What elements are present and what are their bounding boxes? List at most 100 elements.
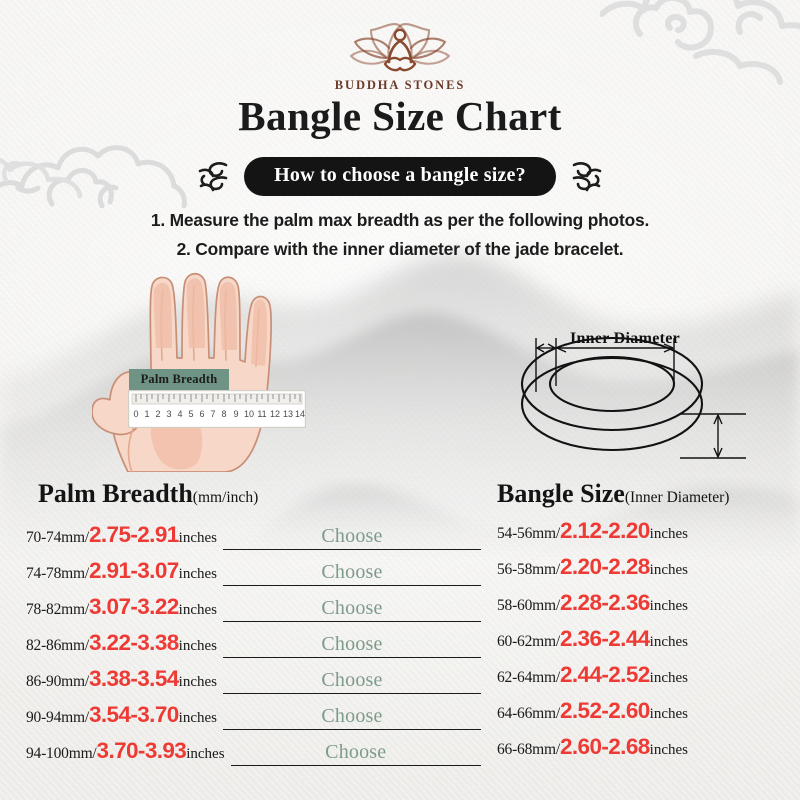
size-cell: 94-100mm/3.70-3.93 inches — [26, 738, 225, 763]
millimeter-range: 60-62mm/ — [497, 633, 560, 650]
choose-option-field[interactable]: Choose — [223, 520, 481, 550]
size-cell: 66-68mm/2.60-2.68 inches — [497, 734, 688, 759]
table-row[interactable]: 90-94mm/3.54-3.70 inches Choose — [26, 700, 481, 736]
inch-unit-label: inches — [178, 674, 217, 690]
how-to-choose-banner: How to choose a bangle size? — [0, 157, 800, 196]
inch-range-value: 2.36-2.44 — [559, 626, 650, 651]
table-row[interactable]: 70-74mm/2.75-2.91 inches Choose — [26, 520, 481, 556]
millimeter-range: 94-100mm/ — [26, 745, 97, 762]
table-row[interactable]: 78-82mm/3.07-3.22 inches Choose — [26, 592, 481, 628]
svg-text:12: 12 — [270, 409, 280, 419]
inch-unit-label: inches — [178, 602, 217, 618]
inch-range-value: 2.20-2.28 — [559, 554, 650, 579]
svg-text:7: 7 — [210, 409, 215, 419]
instruction-line-1: 1. Measure the palm max breadth as per t… — [150, 210, 650, 230]
palm-breadth-heading-unit: (mm/inch) — [192, 489, 259, 506]
size-cell: 58-60mm/2.28-2.36 inches — [497, 590, 688, 615]
choose-option-field[interactable]: Choose — [223, 628, 481, 658]
svg-text:10: 10 — [244, 409, 254, 419]
millimeter-range: 70-74mm/ — [26, 529, 89, 546]
table-row: 56-58mm/2.20-2.28 inches — [497, 554, 787, 592]
table-row[interactable]: 74-78mm/2.91-3.07 inches Choose — [26, 556, 481, 592]
inch-unit-label: inches — [649, 562, 688, 578]
inch-unit-label: inches — [649, 670, 688, 686]
millimeter-range: 56-58mm/ — [497, 561, 560, 578]
inch-range-value: 3.70-3.93 — [96, 738, 187, 763]
svg-text:5: 5 — [188, 409, 193, 419]
inch-unit-label: inches — [186, 746, 225, 762]
size-cell: 70-74mm/2.75-2.91 inches — [26, 522, 217, 547]
svg-text:11: 11 — [257, 409, 266, 419]
millimeter-range: 82-86mm/ — [26, 637, 89, 654]
bangle-size-heading-title: Bangle Size — [497, 479, 625, 508]
choose-option-field[interactable]: Choose — [223, 664, 481, 694]
inch-unit-label: inches — [178, 566, 217, 582]
inch-range-value: 3.22-3.38 — [88, 630, 179, 655]
inch-range-value: 2.12-2.20 — [559, 518, 650, 543]
millimeter-range: 62-64mm/ — [497, 669, 560, 686]
table-row: 54-56mm/2.12-2.20 inches — [497, 518, 787, 556]
palm-breadth-heading-title: Palm Breadth — [38, 479, 193, 508]
inch-unit-label: inches — [649, 634, 688, 650]
svg-text:8: 8 — [221, 409, 226, 419]
table-row[interactable]: 86-90mm/3.38-3.54 inches Choose — [26, 664, 481, 700]
choose-option-field[interactable]: Choose — [223, 592, 481, 622]
table-row: 66-68mm/2.60-2.68 inches — [497, 734, 787, 772]
svg-text:4: 4 — [177, 409, 182, 419]
svg-text:2: 2 — [155, 409, 160, 419]
instruction-line-2: 2. Compare with the inner diameter of th… — [176, 238, 624, 259]
millimeter-range: 58-60mm/ — [497, 597, 560, 614]
size-cell: 82-86mm/3.22-3.38 inches — [26, 630, 217, 655]
size-cell: 90-94mm/3.54-3.70 inches — [26, 702, 217, 727]
inch-range-value: 3.54-3.70 — [88, 702, 179, 727]
millimeter-range: 78-82mm/ — [26, 601, 89, 618]
choose-label: Choose — [321, 633, 383, 655]
size-cell: 56-58mm/2.20-2.28 inches — [497, 554, 688, 579]
svg-text:6: 6 — [199, 409, 204, 419]
inch-range-value: 2.28-2.36 — [559, 590, 650, 615]
millimeter-range: 86-90mm/ — [26, 673, 89, 690]
millimeter-range: 54-56mm/ — [497, 525, 560, 542]
size-cell: 78-82mm/3.07-3.22 inches — [26, 594, 217, 619]
svg-text:0: 0 — [133, 409, 138, 419]
brand-name: BUDDHA STONES — [334, 78, 466, 92]
svg-text:3: 3 — [166, 409, 171, 419]
how-to-choose-pill: How to choose a bangle size? — [244, 157, 556, 196]
inch-range-value: 2.91-3.07 — [88, 558, 179, 583]
inch-unit-label: inches — [178, 530, 217, 546]
inch-range-value: 2.44-2.52 — [559, 662, 650, 687]
inch-range-value: 2.75-2.91 — [88, 522, 179, 547]
inch-unit-label: inches — [649, 706, 688, 722]
millimeter-range: 66-68mm/ — [497, 741, 560, 758]
table-row[interactable]: 82-86mm/3.22-3.38 inches Choose — [26, 628, 481, 664]
svg-text:13: 13 — [283, 409, 293, 419]
inch-range-value: 2.60-2.68 — [559, 734, 650, 759]
choose-option-field[interactable]: Choose — [223, 556, 481, 586]
table-row: 62-64mm/2.44-2.52 inches — [497, 662, 787, 700]
size-cell: 54-56mm/2.12-2.20 inches — [497, 518, 688, 543]
lotus-meditation-figure-icon — [349, 23, 451, 72]
choose-option-field[interactable]: Choose — [223, 700, 481, 730]
choose-label: Choose — [321, 669, 383, 691]
size-cell: 60-62mm/2.36-2.44 inches — [497, 626, 688, 651]
choose-label: Choose — [321, 525, 383, 547]
size-cell: 62-64mm/2.44-2.52 inches — [497, 662, 688, 687]
table-row: 58-60mm/2.28-2.36 inches — [497, 590, 787, 628]
table-row[interactable]: 94-100mm/3.70-3.93 inches Choose — [26, 736, 481, 772]
inch-unit-label: inches — [178, 638, 217, 654]
bangle-ring-icon — [520, 336, 746, 459]
inch-unit-label: inches — [649, 526, 688, 542]
size-cell: 64-66mm/2.52-2.60 inches — [497, 699, 688, 723]
choose-option-field[interactable]: Choose — [230, 736, 481, 766]
millimeter-range: 90-94mm/ — [26, 709, 89, 726]
instruction-list: 1. Measure the palm max breadth as per t… — [0, 206, 800, 263]
inch-unit-label: inches — [649, 742, 688, 758]
bangle-size-table: 54-56mm/2.12-2.20 inches 56-58mm/2.20-2.28… — [497, 518, 787, 772]
inch-range-value: 3.07-3.22 — [88, 594, 179, 619]
size-cell: 86-90mm/3.38-3.54 inches — [26, 667, 217, 691]
choose-label: Choose — [321, 561, 383, 583]
choose-label: Choose — [321, 705, 383, 727]
brand-logo: BUDDHA STONES — [0, 14, 800, 93]
svg-text:9: 9 — [233, 409, 238, 419]
